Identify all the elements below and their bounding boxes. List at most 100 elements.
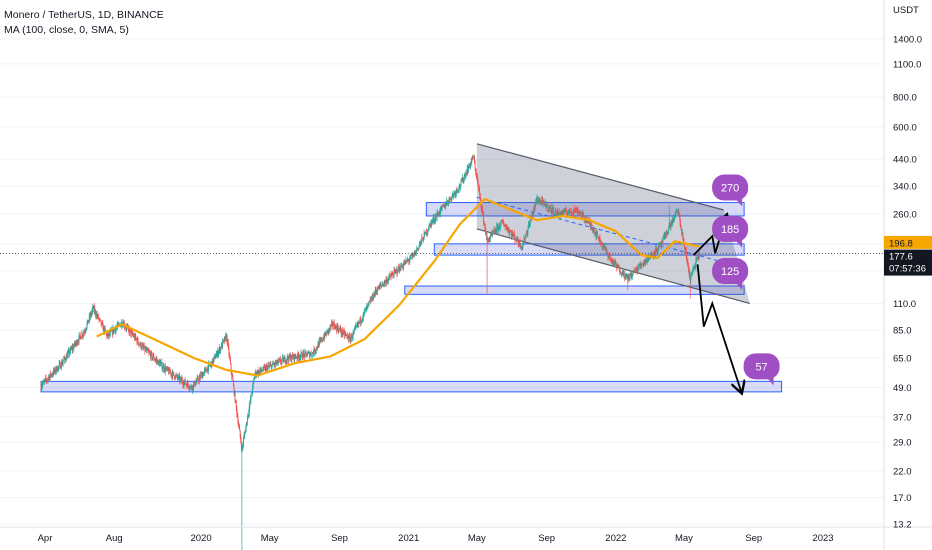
candle-body	[594, 231, 596, 233]
candle-body	[64, 358, 66, 360]
candle-body	[525, 233, 527, 236]
candle-body	[273, 364, 275, 366]
candle-body	[110, 330, 112, 332]
candle-body	[408, 260, 410, 262]
candle-body	[345, 334, 347, 336]
candle-body	[350, 335, 352, 339]
candle-body	[643, 263, 645, 265]
candle-body	[437, 213, 439, 215]
candle-body	[563, 210, 565, 213]
candle-body	[139, 344, 141, 345]
candle-body	[411, 255, 413, 257]
candle-body	[637, 268, 639, 270]
candle-body	[348, 338, 350, 340]
candle-body	[407, 259, 409, 261]
candle-body	[150, 353, 151, 359]
candle-body	[365, 309, 367, 311]
candle-body	[635, 267, 637, 270]
candle-body	[189, 388, 191, 390]
candle-body	[601, 242, 603, 244]
candle-body	[501, 220, 503, 222]
candle-body	[455, 188, 457, 193]
candle-body	[59, 362, 61, 364]
price-labels: 196.8 177.607:57:36	[0, 235, 932, 276]
candle-body	[678, 211, 680, 216]
candle-body	[184, 380, 186, 383]
candle-body	[444, 204, 446, 208]
candle-body	[47, 377, 49, 379]
candle-body	[484, 223, 486, 227]
zone-rect	[433, 243, 745, 256]
candle-body	[444, 204, 445, 208]
candle-body	[70, 348, 72, 350]
candle-body	[152, 357, 154, 359]
candle-body	[166, 367, 168, 370]
candle-body	[568, 208, 570, 211]
candle-body	[142, 345, 144, 347]
candle-body	[417, 247, 419, 249]
candle-body	[335, 325, 336, 330]
candle-body	[495, 231, 497, 233]
candle-body	[162, 367, 163, 369]
candle-body	[579, 212, 581, 214]
price-axis[interactable]: 1400.0 1100.0 800.0 600.0 440.0 340.0 260.0 110…	[893, 34, 922, 530]
candle-body	[227, 342, 229, 344]
candle-body	[571, 211, 573, 213]
candle-body	[157, 360, 159, 365]
candle-body	[466, 173, 468, 175]
candle-body	[379, 284, 381, 287]
candle-body	[274, 362, 276, 366]
candle-body	[596, 231, 598, 235]
candle-body	[225, 336, 227, 341]
candle-body	[533, 208, 535, 213]
time-axis[interactable]: Apr Aug 2020 May Sep 2021 May Sep 2022 May Sep 2023	[38, 533, 834, 544]
candle-body	[646, 261, 647, 263]
candle-body	[631, 273, 633, 277]
x-tick-label: 2020	[190, 533, 211, 544]
candle-body	[102, 326, 104, 330]
candle-body	[151, 352, 153, 354]
candle-body	[75, 343, 77, 345]
candle-body	[629, 277, 630, 280]
candle-body	[221, 343, 222, 349]
candle-body	[211, 359, 213, 367]
candle-body	[597, 236, 599, 240]
current-price-box	[884, 249, 932, 276]
candle-body	[542, 200, 544, 202]
candle-body	[352, 336, 354, 339]
candle-body	[515, 239, 517, 241]
candle-body	[118, 323, 120, 325]
candle-body	[471, 159, 473, 163]
candle-body	[604, 246, 606, 249]
candle-body	[68, 350, 70, 352]
candle-body	[67, 353, 69, 359]
candle-body	[687, 262, 689, 267]
candle-body	[625, 275, 627, 279]
candle-body	[229, 356, 231, 361]
candle-body	[51, 374, 53, 376]
candle-body	[652, 255, 654, 256]
candle-body	[180, 377, 182, 381]
candle-body	[576, 210, 578, 213]
candle-body	[438, 211, 440, 216]
candle-body	[214, 355, 216, 357]
candle-body	[383, 283, 385, 286]
candle-body	[172, 371, 174, 373]
candle-body	[666, 232, 668, 235]
candle-body	[185, 384, 187, 385]
candle-body	[68, 350, 70, 354]
candle-body	[92, 307, 94, 309]
candle-body	[694, 266, 696, 267]
candle-body	[689, 278, 691, 281]
candle-body	[179, 375, 180, 381]
candle-body	[692, 268, 694, 272]
candle-body	[499, 224, 500, 228]
candle-body	[650, 254, 652, 256]
candle-body	[314, 348, 315, 353]
candle-body	[262, 370, 264, 372]
candle-body	[54, 368, 56, 372]
currency-label: USDT	[893, 5, 919, 16]
candle-body	[243, 438, 245, 445]
candle-body	[585, 220, 587, 223]
